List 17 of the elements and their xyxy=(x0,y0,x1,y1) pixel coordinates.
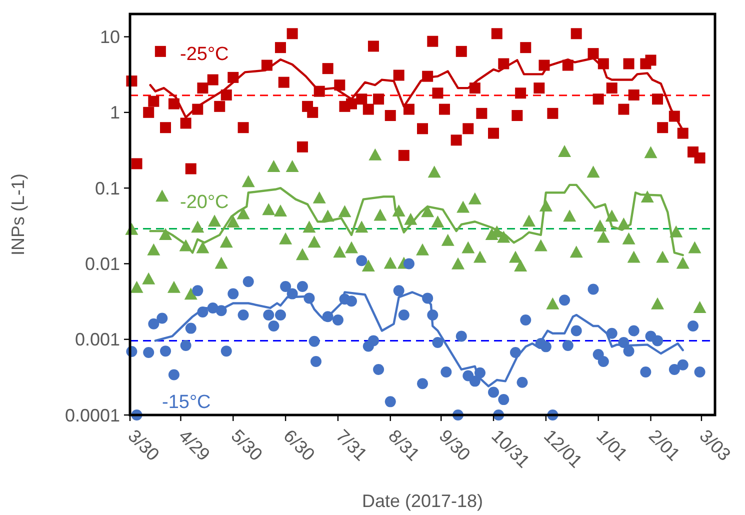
y-axis-title: INPs (L-1) xyxy=(8,173,28,256)
y-tick-label: 0.001 xyxy=(74,330,120,350)
x-axis-title: Date (2017-18) xyxy=(362,491,484,511)
series-label: -25°C xyxy=(180,44,229,65)
x-tick-label: 3/03 xyxy=(696,426,735,465)
x-tick-label: 3/30 xyxy=(124,426,164,465)
y-tick-label: 0.01 xyxy=(84,254,120,274)
y-tick-label: 1 xyxy=(110,102,120,123)
x-tick-label: 4/29 xyxy=(174,426,214,465)
x-tick-label: 9/30 xyxy=(435,426,474,465)
x-tick-label: 6/30 xyxy=(280,426,319,465)
y-tick-label: 0.0001 xyxy=(64,405,120,426)
y-tick-label: 0.1 xyxy=(94,178,120,198)
x-tick-label: 1/01 xyxy=(592,426,632,465)
y-tick-label: 10 xyxy=(100,27,120,48)
series-label: -15°C xyxy=(162,392,211,413)
series-label: -20°C xyxy=(180,192,229,213)
